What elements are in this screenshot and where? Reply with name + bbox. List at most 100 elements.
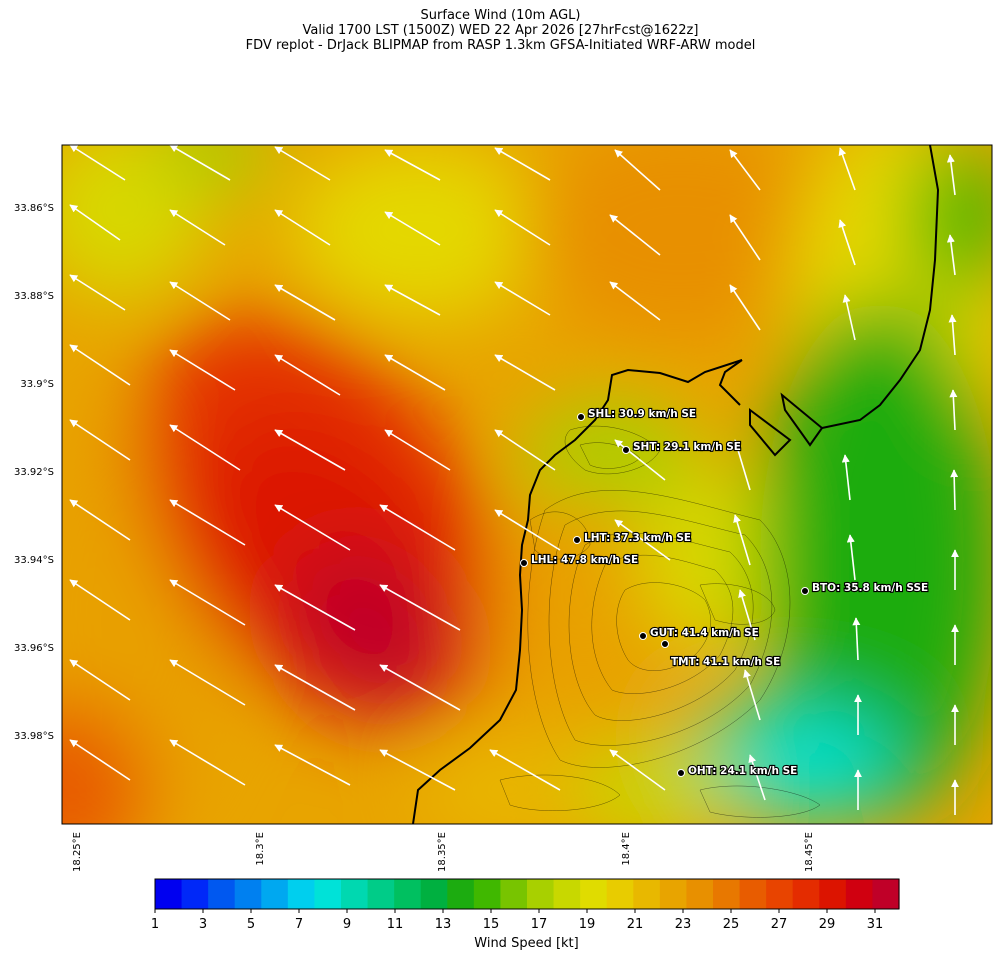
colorbar-tick-label: 23 (675, 917, 692, 932)
wind-arrow (169, 499, 246, 546)
wind-arrow (169, 579, 246, 626)
wind-arrow (69, 344, 131, 386)
colorbar-swatch (819, 879, 847, 909)
station-BTO: BTO: 35.8 km/h SSE (801, 581, 929, 595)
station-label: BTO: 35.8 km/h SSE (812, 582, 928, 594)
wind-arrow (379, 504, 456, 551)
colorbar-swatches (155, 879, 900, 909)
colorbar-swatch (527, 879, 555, 909)
colorbar-swatch (606, 879, 634, 909)
wind-arrow (384, 429, 451, 471)
colorbar-swatch (314, 879, 342, 909)
colorbar-tick-label: 13 (435, 917, 452, 932)
chart-title-block: Surface Wind (10m AGL) Valid 1700 LST (1… (0, 8, 1001, 53)
lon-tick-label: 18.3°E (255, 832, 266, 866)
colorbar-swatch (155, 879, 183, 909)
wind-arrow (384, 149, 441, 181)
wind-arrow (274, 744, 351, 786)
wind-arrow (494, 147, 551, 181)
wind-arrow (494, 281, 551, 316)
wind-arrow (729, 149, 761, 191)
wind-arrow (169, 424, 241, 471)
station-label: LHT: 37.3 km/h SE (584, 532, 691, 544)
wind-arrow (609, 214, 661, 256)
colorbar-swatch (766, 879, 794, 909)
wind-arrow (384, 284, 441, 316)
wind-arrow (946, 154, 956, 196)
wind-arrow (946, 234, 956, 276)
colorbar-swatch (580, 879, 608, 909)
wind-arrow (743, 669, 761, 721)
wind-arrow (852, 617, 861, 661)
colorbar-tick-label: 15 (483, 917, 500, 932)
wind-arrow (733, 439, 751, 491)
station-marker (677, 769, 685, 777)
colorbar-tick-label: 1 (151, 917, 159, 932)
colorbar-swatch (420, 879, 448, 909)
colorbar-tick-label: 9 (343, 917, 351, 932)
wind-arrow (948, 314, 957, 356)
colorbar-tick-label: 19 (579, 917, 596, 932)
wind-arrow (494, 509, 561, 551)
wind-arrow (169, 659, 246, 706)
wind-arrow (274, 284, 336, 321)
colorbar-swatch (713, 879, 741, 909)
longitude-axis: 18.25°E 18.3°E 18.35°E 18.4°E 18.45°E (72, 832, 815, 872)
colorbar: 1 3 5 7 9 11 13 15 17 19 21 23 25 27 29 31 (151, 878, 900, 932)
colorbar-swatch (872, 879, 900, 909)
wind-arrow (842, 294, 856, 341)
colorbar-tick-label: 31 (867, 917, 884, 932)
station-label: GUT: 41.4 km/h SE (650, 627, 759, 639)
station-marker (622, 446, 630, 454)
colorbar-ticks: 1 3 5 7 9 11 13 15 17 19 21 23 25 27 29 31 (151, 909, 883, 932)
wind-arrow (614, 519, 671, 561)
station-SHT: SHT: 29.1 km/h SE (622, 440, 742, 454)
station-marker (661, 640, 669, 648)
station-TMT: TMT: 41.1 km/h SE (661, 640, 781, 669)
lat-tick-label: 33.96°S (14, 643, 54, 654)
colorbar-swatch (208, 879, 236, 909)
colorbar-swatch (341, 879, 369, 909)
lon-tick-label: 18.45°E (804, 832, 815, 872)
wind-arrow (748, 754, 766, 801)
colorbar-tick-label: 21 (627, 917, 644, 932)
wind-arrow (733, 514, 751, 566)
colorbar-swatch (792, 879, 820, 909)
colorbar-swatch (287, 879, 316, 909)
wind-arrow (274, 664, 356, 711)
coastline (412, 145, 940, 824)
wind-arrow (841, 454, 851, 501)
wind-arrow (69, 499, 131, 541)
wind-arrow (169, 209, 226, 246)
wind-arrow (274, 504, 351, 551)
wind-arrow (614, 439, 666, 481)
title-line-1: Surface Wind (10m AGL) (420, 8, 581, 23)
colorbar-label: Wind Speed [kt] (474, 936, 579, 951)
lat-tick-label: 33.94°S (14, 555, 54, 566)
latitude-axis: 33.86°S 33.88°S 33.9°S 33.92°S 33.94°S 3… (14, 203, 54, 742)
wind-arrow (69, 739, 131, 781)
title-line-3: FDV replot - DrJack BLIPMAP from RASP 1.… (245, 38, 756, 53)
wind-arrow (384, 211, 441, 246)
lon-tick-label: 18.35°E (437, 832, 448, 872)
wind-arrow (274, 429, 346, 471)
colorbar-swatch (686, 879, 714, 909)
wind-arrow (729, 214, 761, 261)
station-marker (520, 559, 528, 567)
station-SHL: SHL: 30.9 km/h SE (577, 407, 697, 421)
colorbar-swatch (553, 879, 581, 909)
wind-arrow (494, 209, 551, 246)
colorbar-tick-label: 25 (723, 917, 740, 932)
station-marker (573, 536, 581, 544)
station-marker (801, 587, 809, 595)
lat-tick-label: 33.98°S (14, 731, 54, 742)
wind-arrows (69, 145, 959, 815)
wind-arrow (379, 664, 461, 711)
colorbar-swatch (659, 879, 688, 909)
lat-tick-label: 33.86°S (14, 203, 54, 214)
wind-arrow (69, 274, 126, 311)
wind-arrow (69, 579, 131, 621)
station-marker (639, 632, 647, 640)
station-label: TMT: 41.1 km/h SE (671, 656, 780, 668)
